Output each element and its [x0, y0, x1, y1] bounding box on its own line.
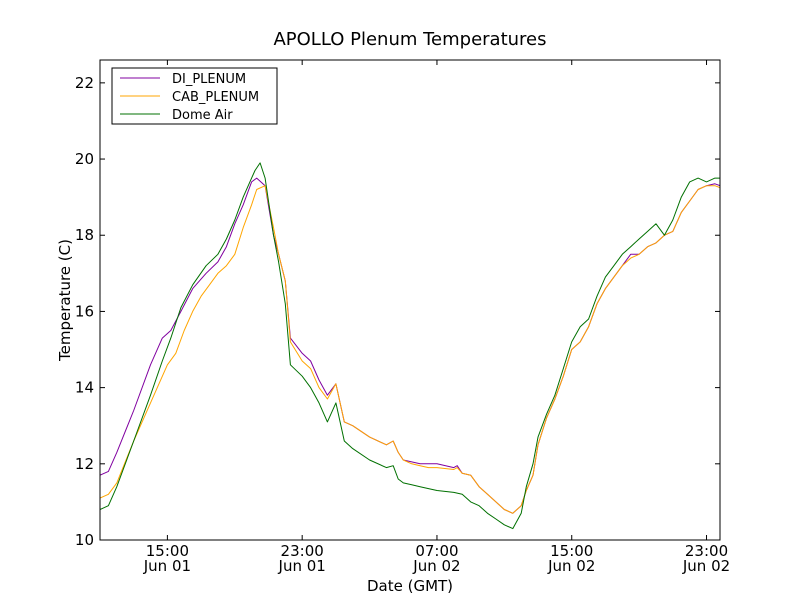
- x-tick-label-time: 23:00: [685, 542, 728, 560]
- legend-label: CAB_PLENUM: [172, 90, 259, 105]
- series-layer: [100, 162, 720, 530]
- chart-title: APOLLO Plenum Temperatures: [273, 29, 546, 50]
- legend-label: DI_PLENUM: [172, 72, 246, 87]
- x-tick-label-date: Jun 02: [682, 557, 730, 575]
- y-axis-label: Temperature (C): [56, 239, 74, 362]
- series-line-cab-plenum: [100, 185, 720, 514]
- y-tick-label: 12: [75, 455, 94, 473]
- y-tick-label: 22: [75, 74, 94, 92]
- x-tick-label-time: 15:00: [550, 542, 593, 560]
- y-tick-label: 14: [75, 379, 94, 397]
- y-tick-label: 16: [75, 302, 94, 320]
- plot-area: [99, 59, 721, 541]
- x-tick-label-time: 23:00: [281, 542, 324, 560]
- plot-frame: [99, 59, 721, 541]
- x-tick-label-date: Jun 01: [143, 557, 191, 575]
- x-axis-label: Date (GMT): [367, 577, 453, 595]
- y-tick-label: 10: [75, 531, 94, 549]
- x-tick-label-date: Jun 02: [547, 557, 595, 575]
- series-line-dome-air: [100, 162, 720, 530]
- x-tick-label-date: Jun 01: [278, 557, 326, 575]
- legend: DI_PLENUM CAB_PLENUM Dome Air: [111, 67, 278, 125]
- x-tick-label-time: 07:00: [415, 542, 458, 560]
- y-tick-label: 20: [75, 150, 94, 168]
- x-tick-label-date: Jun 02: [412, 557, 460, 575]
- legend-label: Dome Air: [172, 108, 233, 123]
- x-tick-label-time: 15:00: [146, 542, 189, 560]
- y-tick-label: 18: [75, 226, 94, 244]
- y-axis: 10 12 14 16 18 20 22: [75, 74, 720, 549]
